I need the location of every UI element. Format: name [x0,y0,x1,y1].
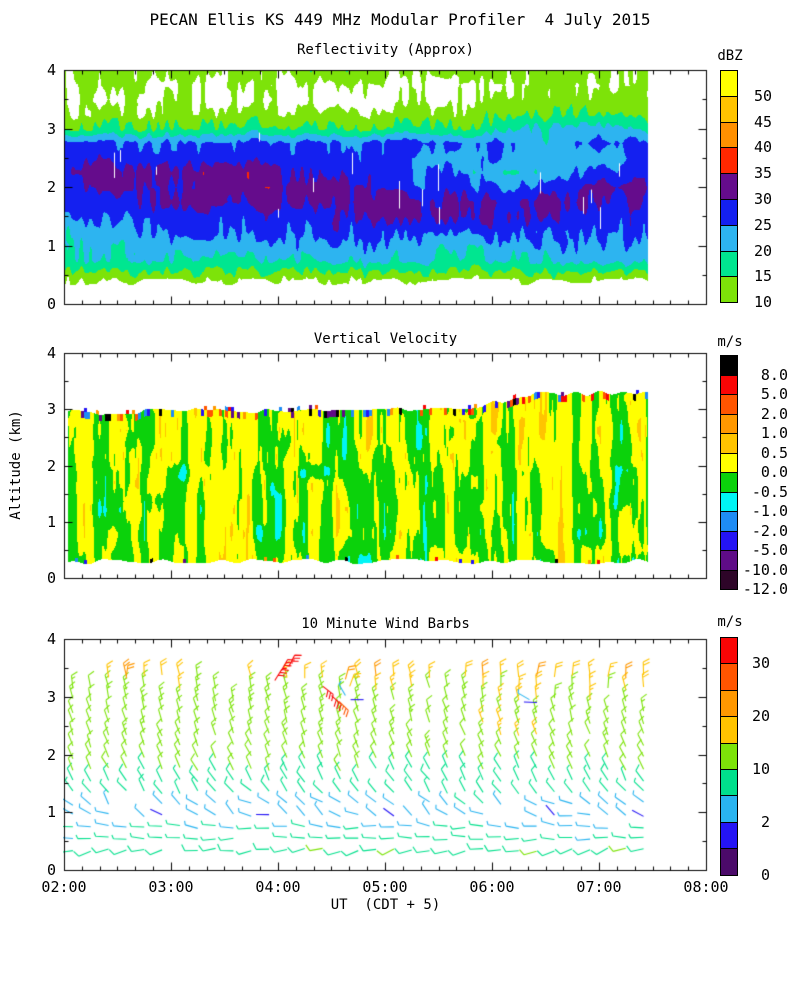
velocity-colorbar-label: 8.0 [760,366,788,384]
x-tick-label: 08:00 [683,878,729,896]
x-axis-label: UT (CDT + 5) [330,897,441,913]
velocity-colorbar-label: 5.0 [760,385,788,403]
y-tick-label: 1 [46,512,56,531]
dbz-colorbar-label: 45 [753,113,772,131]
y-tick-label: 2 [46,178,56,196]
x-tick-label: 02:00 [41,878,87,896]
y-tick-label: 0 [46,569,56,587]
dbz-colorbar-label: 25 [753,216,772,234]
wind-barbs-panel-canvas [63,638,709,873]
velocity-colorbar-label: -5.0 [751,541,788,559]
dbz-colorbar-label: 15 [753,267,772,285]
reflectivity-panel-canvas [63,69,709,307]
velocity-colorbar-label: -12.0 [742,580,788,598]
dbz-colorbar-label: 35 [753,164,772,182]
x-tick-label: 03:00 [148,878,194,896]
dbz-colorbar-label: 20 [753,242,772,260]
reflectivity-panel-title: Reflectivity (Approx) [296,42,474,58]
y-tick-label: 4 [46,344,56,362]
y-tick-label: 1 [46,236,56,255]
velocity-colorbar-label: 2.0 [760,405,788,423]
wind-barbs-panel-title: 10 Minute Wind Barbs [301,616,470,632]
dbz-colorbar-label: 40 [753,138,772,156]
wind-colorbar-label: 20 [751,707,770,725]
velocity-colorbar-label: 0.5 [760,444,788,462]
wind-colorbar-cell [720,848,738,876]
figure-title: PECAN Ellis KS 449 MHz Modular Profiler … [149,10,651,29]
y-tick-label: 3 [46,119,56,138]
velocity-colorbar-label: -0.5 [751,483,788,501]
x-tick-label: 05:00 [362,878,408,896]
dbz-colorbar-cell [720,276,738,303]
velocity-colorbar-label: -1.0 [751,502,788,520]
y-tick-label: 3 [46,400,56,419]
wind-colorbar-label: 2 [760,813,770,831]
x-tick-label: 07:00 [576,878,622,896]
velocity-colorbar-label: 1.0 [760,424,788,442]
x-tick-label: 04:00 [255,878,301,896]
dbz-colorbar-label: 50 [753,87,772,105]
y-axis-label: Altitude (km) [8,410,24,520]
dbz-colorbar-label: 10 [753,293,772,311]
y-tick-label: 2 [46,456,56,475]
vertical-velocity-panel-title: Vertical Velocity [313,331,458,347]
dbz-colorbar-label: 30 [753,190,772,208]
y-tick-label: 3 [46,687,56,706]
dbz-colorbar-title: dBZ [717,48,743,64]
vertical-velocity-panel-canvas [63,352,709,581]
y-tick-label: 4 [46,61,56,79]
x-tick-label: 06:00 [469,878,515,896]
velocity-colorbar-cell [720,570,738,590]
velocity-colorbar-label: -10.0 [742,561,788,579]
y-tick-label: 1 [46,803,56,822]
wind-colorbar-label: 30 [751,654,770,672]
y-tick-label: 0 [46,861,56,879]
y-tick-label: 4 [46,630,56,648]
velocity-colorbar-label: -2.0 [751,522,788,540]
wind-colorbar-label: 0 [760,866,770,884]
y-tick-label: 2 [46,745,56,764]
velocity-colorbar-title: m/s [717,334,743,350]
y-tick-label: 0 [46,295,56,313]
velocity-colorbar-label: 0.0 [760,463,788,481]
wind-colorbar-label: 10 [751,760,770,778]
wind-colorbar-title: m/s [717,614,743,630]
